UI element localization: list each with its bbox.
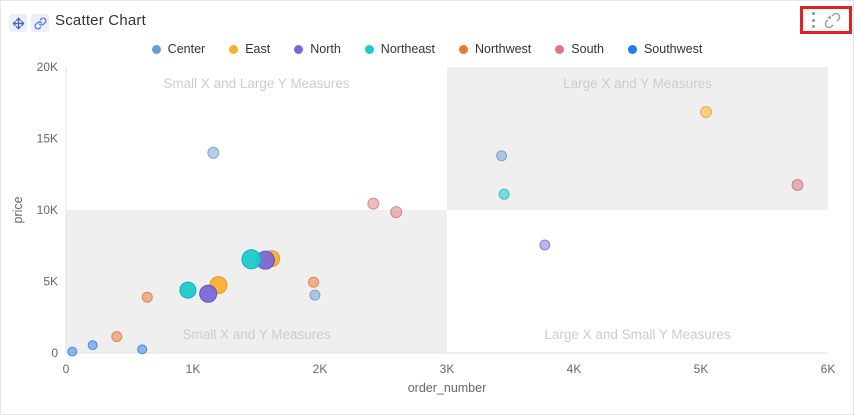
y-tick-label: 20K (37, 60, 58, 74)
x-tick-label: 4K (567, 362, 582, 376)
legend-item-center[interactable]: Center (151, 42, 206, 56)
quadrant-label-bottom-left: Small X and Y Measures (182, 327, 330, 342)
quadrant-shade-top-right (447, 67, 828, 210)
x-tick-label: 1K (186, 362, 201, 376)
y-tick-label: 5K (43, 275, 58, 289)
data-point-center[interactable] (309, 289, 321, 301)
legend-dot (364, 44, 374, 54)
annotation-highlight (800, 6, 852, 34)
legend-dot (229, 44, 239, 54)
data-point-center[interactable] (496, 150, 508, 162)
y-tick-label: 0 (51, 346, 58, 360)
data-point-north[interactable] (539, 239, 551, 251)
data-point-southwest[interactable] (67, 346, 78, 357)
legend-label: Northwest (475, 42, 532, 56)
move-icon[interactable] (9, 14, 27, 32)
legend-dot (627, 44, 637, 54)
more-options-icon[interactable] (811, 12, 815, 28)
data-point-east[interactable] (700, 106, 713, 118)
legend-item-east[interactable]: East (229, 42, 270, 56)
data-point-center[interactable] (207, 146, 220, 159)
data-point-south[interactable] (390, 206, 403, 219)
data-point-northeast[interactable] (498, 188, 510, 200)
page-title: Scatter Chart (55, 12, 146, 29)
unlink-icon[interactable] (824, 12, 841, 29)
data-point-northeast[interactable] (241, 249, 262, 270)
legend-label: Southwest (643, 42, 703, 56)
x-tick-label: 0 (63, 362, 70, 376)
y-tick-label: 10K (37, 203, 58, 217)
legend-item-north[interactable]: North (294, 42, 341, 56)
data-point-northwest[interactable] (308, 276, 320, 288)
legend-item-south[interactable]: South (555, 42, 604, 56)
x-tick-label: 2K (313, 362, 328, 376)
quadrant-label-top-right: Large X and Y Measures (563, 76, 712, 91)
y-tick-label: 15K (37, 132, 58, 146)
y-axis-title: price (11, 196, 25, 223)
legend-item-northeast[interactable]: Northeast (364, 42, 435, 56)
legend: Center East North Northeast Northwest South So… (1, 39, 853, 59)
data-point-northwest[interactable] (141, 291, 153, 303)
legend-item-northwest[interactable]: Northwest (459, 42, 531, 56)
legend-dot (151, 44, 161, 54)
legend-label: North (310, 42, 341, 56)
legend-dot (555, 44, 565, 54)
legend-item-southwest[interactable]: Southwest (627, 42, 703, 56)
x-tick-label: 5K (694, 362, 709, 376)
legend-label: East (245, 42, 271, 56)
legend-label: Northeast (380, 42, 435, 56)
x-tick-label: 6K (821, 362, 836, 376)
data-point-north[interactable] (199, 284, 218, 303)
data-point-northeast[interactable] (179, 281, 197, 299)
data-point-northwest[interactable] (111, 331, 123, 343)
quadrant-label-top-left: Small X and Large Y Measures (163, 76, 350, 91)
data-point-southwest[interactable] (137, 344, 148, 355)
data-point-south[interactable] (791, 179, 804, 191)
link-icon[interactable] (31, 14, 49, 32)
data-point-south[interactable] (367, 197, 380, 210)
x-tick-label: 3K (440, 362, 455, 376)
legend-dot (294, 44, 304, 54)
x-axis-title: order_number (408, 381, 487, 395)
quadrant-label-bottom-right: Large X and Small Y Measures (544, 327, 731, 342)
data-point-southwest[interactable] (87, 340, 98, 351)
quadrant-shade-bottom-left (66, 210, 447, 353)
legend-label: Center (167, 42, 206, 56)
legend-dot (459, 44, 468, 54)
legend-label: South (571, 42, 604, 56)
card-header: Scatter Chart (1, 1, 853, 37)
